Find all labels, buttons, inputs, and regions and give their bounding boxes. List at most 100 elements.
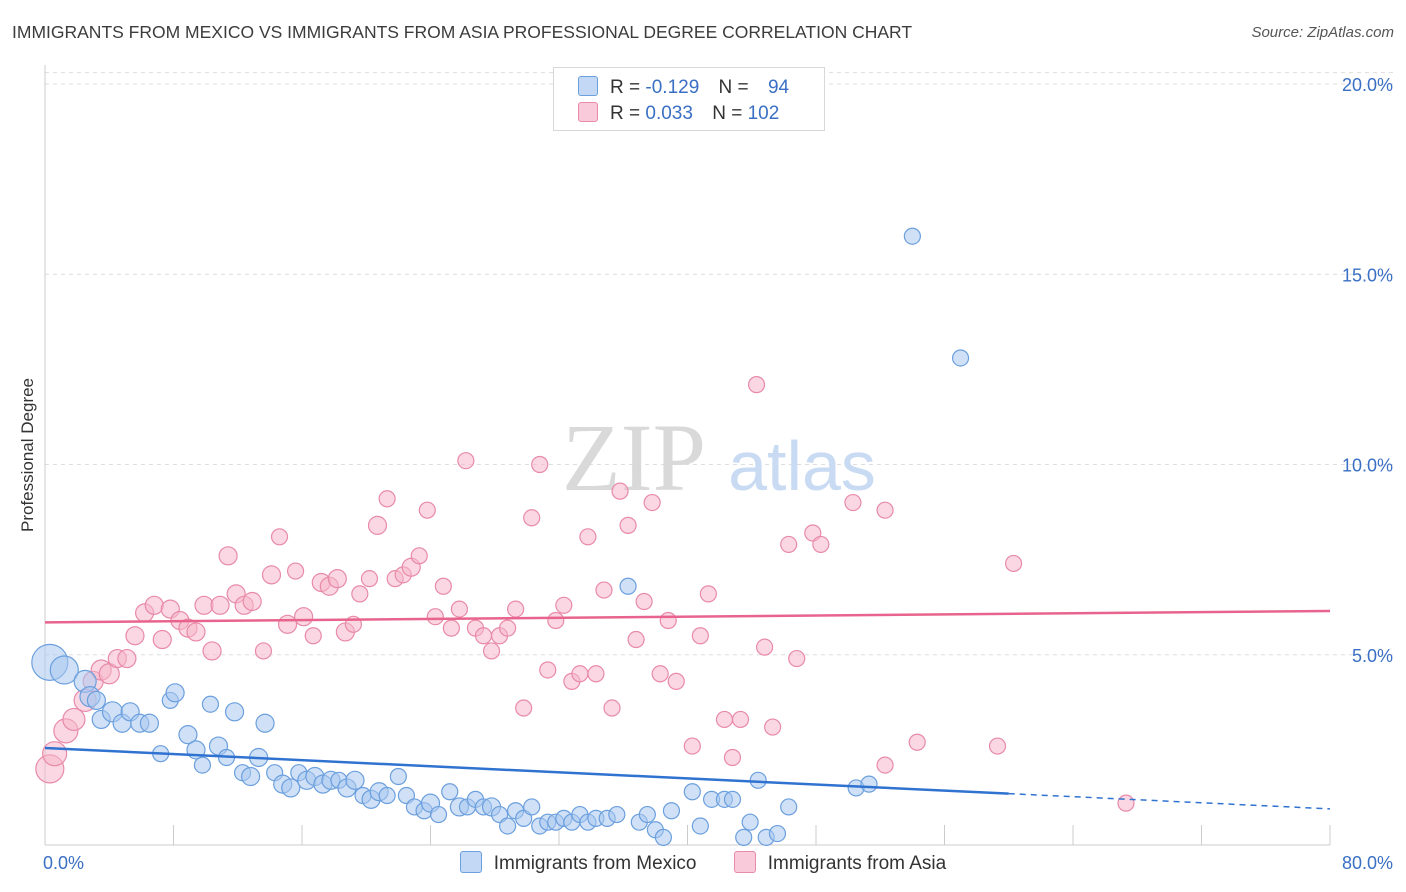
asia-point bbox=[410, 547, 428, 565]
asia-point bbox=[547, 611, 565, 630]
watermark: ZIP atlas bbox=[562, 404, 876, 511]
y-tick-label: 20.0% bbox=[1342, 75, 1393, 95]
x-tick-label: 80.0% bbox=[1342, 853, 1393, 873]
mexico-point bbox=[780, 798, 798, 816]
asia-point bbox=[1004, 554, 1023, 573]
mexico-point bbox=[86, 690, 107, 711]
asia-point bbox=[619, 516, 637, 534]
mexico-point bbox=[741, 813, 759, 831]
asia-point bbox=[531, 455, 549, 474]
asia-point bbox=[755, 638, 774, 656]
legend-item-asia: Immigrants from Asia bbox=[733, 851, 947, 875]
asia-point bbox=[507, 600, 525, 618]
asia-point bbox=[270, 528, 289, 546]
asia-point bbox=[587, 665, 605, 683]
mexico-point bbox=[860, 775, 878, 793]
asia-point bbox=[555, 596, 573, 614]
mexico-swatch bbox=[578, 76, 598, 96]
asia-point bbox=[442, 619, 460, 637]
legend-label-asia: Immigrants from Asia bbox=[767, 853, 947, 874]
asia-point bbox=[418, 501, 436, 519]
n-label: N = bbox=[712, 103, 743, 124]
source-label: Source: ZipAtlas.com bbox=[1251, 24, 1394, 41]
x-tick-label: 0.0% bbox=[43, 853, 84, 873]
chart-title: IMMIGRANTS FROM MEXICO VS IMMIGRANTS FRO… bbox=[12, 22, 913, 42]
asia-point bbox=[378, 490, 396, 508]
asia-point bbox=[635, 592, 653, 611]
asia-point bbox=[643, 493, 661, 512]
asia-point bbox=[152, 629, 172, 650]
asia-point bbox=[202, 641, 222, 661]
asia-points bbox=[35, 376, 1135, 812]
mexico-point bbox=[523, 798, 541, 816]
r-label: R = bbox=[610, 77, 641, 98]
mexico-point bbox=[224, 702, 245, 722]
mexico-point bbox=[654, 828, 673, 846]
asia-point bbox=[294, 607, 314, 627]
r-value: 0.033 bbox=[645, 103, 693, 124]
mexico-point bbox=[691, 817, 709, 835]
mexico-point bbox=[178, 725, 198, 745]
mexico-trend-line bbox=[44, 746, 1009, 795]
asia-point bbox=[254, 642, 273, 660]
mexico-point bbox=[201, 695, 220, 713]
y-tick-label: 5.0% bbox=[1352, 646, 1393, 666]
asia-point bbox=[1117, 794, 1135, 812]
asia-point bbox=[218, 546, 238, 566]
asia-point bbox=[210, 595, 230, 615]
asia-point bbox=[360, 570, 379, 588]
asia-point bbox=[723, 748, 742, 767]
asia-point bbox=[434, 577, 452, 595]
mexico-point bbox=[638, 805, 656, 824]
asia-point bbox=[659, 611, 677, 630]
asia-point bbox=[876, 756, 894, 774]
asia-point bbox=[539, 661, 557, 679]
asia-point bbox=[908, 733, 926, 751]
asia-point bbox=[699, 585, 717, 603]
asia-point bbox=[62, 707, 86, 732]
asia-point bbox=[367, 515, 388, 535]
mexico-point bbox=[165, 683, 185, 703]
asia-point bbox=[627, 630, 645, 649]
tick-labels: 5.0% 10.0% 15.0% 20.0% 0.0% 80.0% bbox=[43, 75, 1393, 873]
asia-point bbox=[125, 626, 145, 646]
asia-point bbox=[579, 528, 597, 546]
mexico-trend-extension bbox=[1008, 792, 1331, 810]
asia-point bbox=[186, 622, 206, 642]
asia-point bbox=[844, 493, 862, 512]
mexico-points bbox=[31, 227, 970, 846]
mexico-point bbox=[903, 227, 921, 245]
stats-row-mexico: R = -0.129 N = 94 bbox=[578, 76, 789, 100]
mexico-point bbox=[683, 783, 701, 801]
mexico-point bbox=[193, 756, 212, 774]
asia-point bbox=[651, 665, 669, 683]
asia-point bbox=[450, 600, 469, 618]
asia-point bbox=[351, 585, 369, 603]
asia-point bbox=[780, 535, 798, 554]
asia-point bbox=[788, 649, 806, 668]
mexico-point bbox=[619, 577, 637, 595]
mexico-point bbox=[951, 349, 970, 367]
asia-point bbox=[523, 509, 541, 527]
stats-box: R = -0.129 N = 94 R = 0.033 N = 102 bbox=[553, 67, 825, 131]
mexico-point bbox=[662, 802, 681, 820]
asia-point bbox=[515, 699, 533, 717]
mexico-point bbox=[608, 805, 626, 824]
asia-point bbox=[42, 741, 68, 767]
asia-point bbox=[747, 376, 766, 394]
asia-point bbox=[876, 501, 894, 519]
y-axis-label: Professional Degree bbox=[18, 377, 37, 533]
asia-point bbox=[482, 642, 501, 660]
n-value: 94 bbox=[767, 77, 790, 98]
asia-point bbox=[988, 737, 1007, 755]
mexico-point bbox=[281, 778, 301, 798]
asia-point bbox=[194, 595, 214, 615]
asia-point bbox=[426, 608, 444, 626]
asia-point bbox=[474, 627, 493, 645]
watermark-zip: ZIP bbox=[562, 404, 706, 511]
mexico-point bbox=[723, 790, 742, 808]
asia-legend-swatch bbox=[733, 851, 756, 873]
mexico-point bbox=[441, 783, 459, 801]
n-label: N = bbox=[718, 77, 749, 98]
asia-point bbox=[731, 710, 750, 729]
